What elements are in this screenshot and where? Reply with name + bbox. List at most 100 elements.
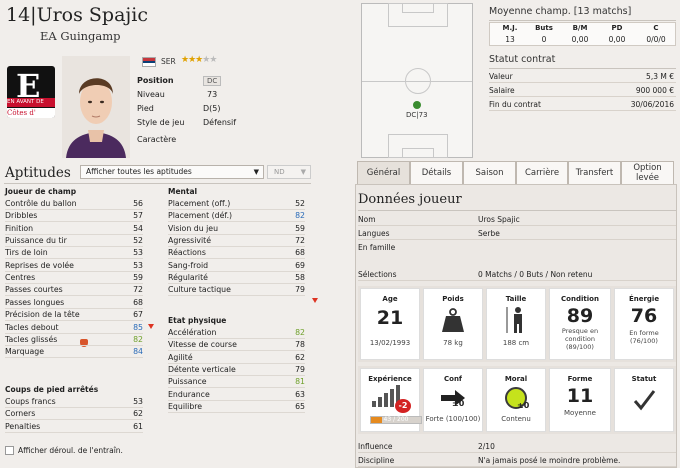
attribute-name: Reprises de volée bbox=[5, 260, 74, 270]
attribute-value: 59 bbox=[295, 223, 305, 233]
attribute-name: Finition bbox=[5, 223, 34, 233]
attribute-row[interactable]: Corners 62 bbox=[5, 408, 143, 421]
attribute-name: Endurance bbox=[168, 389, 210, 399]
attribute-row[interactable]: Accélération 82 bbox=[168, 327, 305, 339]
attribute-value: 68 bbox=[295, 248, 305, 258]
attribute-row[interactable]: Vision du jeu 59 bbox=[168, 223, 305, 235]
attribute-name: Tacles glissés bbox=[5, 334, 58, 344]
attribute-row[interactable]: Penalties 61 bbox=[5, 421, 143, 433]
attribute-row[interactable]: Tacles glissés 82 bbox=[5, 334, 143, 346]
experience-bars-icon bbox=[372, 385, 400, 407]
attribute-name: Accélération bbox=[168, 328, 217, 337]
attribute-value: 54 bbox=[133, 223, 143, 233]
attribute-row[interactable]: Agressivité 72 bbox=[168, 235, 305, 248]
attribute-name: Vision du jeu bbox=[168, 223, 219, 233]
attribute-row[interactable]: Culture tactique 79 bbox=[168, 284, 305, 297]
attribute-row[interactable]: Agilité 62 bbox=[168, 352, 305, 364]
attribute-name: Passes longues bbox=[5, 297, 65, 307]
club-logo-band2: Côtes d' bbox=[7, 108, 55, 118]
attribute-name: Tirs de loin bbox=[5, 248, 48, 258]
group-joueur-de-champ: Joueur de champ bbox=[5, 187, 77, 196]
attribute-name: Vitesse de course bbox=[168, 340, 237, 350]
decline-arrow-icon bbox=[148, 324, 154, 329]
card-forme: Forme 11 Moyenne bbox=[549, 368, 611, 432]
tab-option-levee[interactable]: Option levée bbox=[621, 161, 674, 185]
attribute-name: Tacles debout bbox=[5, 322, 59, 332]
donnee-discipline: Discipline N'a jamais posé le moindre pro… bbox=[358, 455, 676, 467]
aptitudes-filter-dropdown[interactable]: Afficher toutes les aptitudes ▼ bbox=[80, 165, 264, 179]
attribute-value: 79 bbox=[295, 285, 305, 295]
card-energie: Énergie 76 En forme (76/100) bbox=[614, 288, 674, 360]
star-icon: ★ bbox=[202, 55, 210, 65]
attribute-row[interactable]: Puissance du tir 52 bbox=[5, 235, 143, 248]
position-dot bbox=[413, 101, 421, 109]
nd-dropdown[interactable]: ND ▼ bbox=[267, 165, 311, 179]
attribute-row[interactable]: Contrôle du ballon 56 bbox=[5, 198, 143, 210]
attribute-value: 79 bbox=[295, 365, 305, 375]
attribute-name: Corners bbox=[5, 409, 36, 419]
nationality-code: SER bbox=[161, 57, 176, 66]
attribute-name: Culture tactique bbox=[168, 285, 231, 295]
attribute-row[interactable]: Détente verticale 79 bbox=[168, 364, 305, 377]
aptitudes-title: Aptitudes bbox=[5, 165, 71, 181]
attribute-row[interactable]: Passes courtes 72 bbox=[5, 284, 143, 297]
card-experience: Expérience -2 43 / 200 bbox=[360, 368, 422, 432]
attribute-row[interactable]: Précision de la tête 67 bbox=[5, 309, 143, 322]
attribute-value: 82 bbox=[295, 328, 305, 337]
attribute-name: Puissance bbox=[168, 377, 207, 387]
attribute-name: Précision de la tête bbox=[5, 310, 80, 320]
card-conf: Conf ±0 Forte (100/100) bbox=[423, 368, 483, 432]
tab-carriere[interactable]: Carrière bbox=[516, 161, 568, 185]
attribute-row[interactable]: Régularité 58 bbox=[168, 272, 305, 285]
attribute-row[interactable]: Passes longues 68 bbox=[5, 297, 143, 309]
attribute-value: 53 bbox=[133, 397, 143, 406]
star-icon: ★ bbox=[195, 55, 203, 65]
contrat-title: Statut contrat bbox=[489, 54, 556, 65]
attribute-row[interactable]: Coups francs 53 bbox=[5, 396, 143, 408]
star-rating: ★★★★★ bbox=[181, 55, 217, 65]
attribute-row[interactable]: Tirs de loin 53 bbox=[5, 247, 143, 260]
attribute-name: Régularité bbox=[168, 273, 208, 283]
conf-badge: ±0 bbox=[452, 399, 465, 408]
experience-bar: 43 / 200 bbox=[370, 416, 422, 424]
attribute-row[interactable]: Puissance 81 bbox=[168, 376, 305, 389]
arrow-right-icon bbox=[441, 390, 465, 406]
card-taille: Taille 188 cm bbox=[486, 288, 546, 360]
attribute-value: 65 bbox=[295, 402, 305, 412]
group-coups-de-pied: Coups de pied arrêtés bbox=[5, 385, 99, 394]
tab-transfert[interactable]: Transfert bbox=[568, 161, 621, 185]
attribute-row[interactable]: Marquage 84 bbox=[5, 346, 143, 359]
attribute-row[interactable]: Sang-froid 69 bbox=[168, 260, 305, 272]
weight-icon bbox=[442, 308, 464, 332]
attribute-row[interactable]: Réactions 68 bbox=[168, 247, 305, 260]
training-checkbox[interactable] bbox=[5, 446, 14, 455]
tab-details[interactable]: Détails bbox=[410, 161, 463, 185]
attribute-value: 53 bbox=[133, 248, 143, 258]
attribute-row[interactable]: Tacles debout 85 bbox=[5, 322, 143, 334]
attribute-row[interactable]: Placement (déf.) 82 bbox=[168, 210, 305, 223]
attribute-row[interactable]: Endurance 63 bbox=[168, 389, 305, 401]
attribute-row[interactable]: Centres 59 bbox=[5, 272, 143, 285]
attribute-row[interactable]: Placement (off.) 52 bbox=[168, 198, 305, 210]
attribute-value: 61 bbox=[133, 421, 143, 431]
donnee-famille: En famille bbox=[358, 243, 396, 252]
tab-saison[interactable]: Saison bbox=[463, 161, 516, 185]
attribute-row[interactable]: Dribbles 57 bbox=[5, 210, 143, 223]
nationality-flag bbox=[142, 57, 156, 67]
contrat-salaire: Salaire 900 000 € bbox=[489, 86, 676, 97]
attribute-row[interactable]: Equilibre 65 bbox=[168, 401, 305, 414]
moyenne-table: M.J. Buts B/M PD C 13 0 0,00 0,00 0/0/0 bbox=[489, 22, 676, 46]
attribute-row[interactable]: Reprises de volée 53 bbox=[5, 260, 143, 272]
decline-arrow-icon bbox=[312, 298, 318, 303]
attribute-value: 78 bbox=[295, 340, 305, 350]
donnee-influence: Influence 2/10 bbox=[358, 441, 676, 453]
attribute-name: Placement (off.) bbox=[168, 199, 231, 208]
club-name[interactable]: EA Guingamp bbox=[40, 29, 121, 43]
attribute-value: 59 bbox=[133, 273, 143, 283]
attribute-value: 81 bbox=[295, 377, 305, 387]
attribute-name: Equilibre bbox=[168, 402, 203, 412]
attribute-row[interactable]: Finition 54 bbox=[5, 223, 143, 235]
club-logo[interactable]: E EN AVANT DE Côtes d' bbox=[7, 66, 55, 118]
attribute-row[interactable]: Vitesse de course 78 bbox=[168, 339, 305, 352]
tab-general[interactable]: Général bbox=[357, 161, 410, 185]
